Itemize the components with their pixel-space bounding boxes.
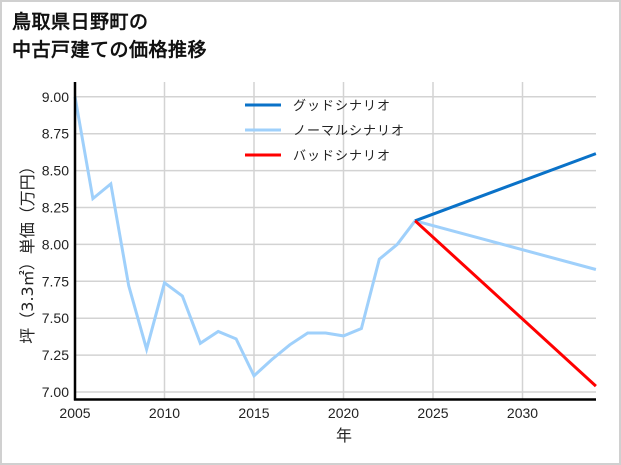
y-tick-label: 7.50 — [42, 310, 69, 326]
y-tick-label: 8.00 — [42, 236, 69, 252]
y-tick-label: 7.25 — [42, 347, 69, 363]
y-tick-label: 7.00 — [42, 384, 69, 400]
legend-label: グッドシナリオ — [293, 99, 391, 114]
y-tick-label: 8.50 — [42, 163, 69, 179]
tick-labels: 7.00 7.25 7.50 7.75 8.00 8.25 8.50 8.75 9.00 2005… — [42, 89, 539, 421]
x-tick-label: 2015 — [238, 405, 269, 421]
x-axis-label: 年 — [336, 426, 352, 445]
x-tick-label: 2020 — [328, 405, 359, 421]
series-line — [414, 219, 597, 388]
x-tick-label: 2030 — [507, 405, 538, 421]
axes — [73, 82, 596, 401]
chart-title-line-1: 鳥取県日野町の — [12, 11, 149, 33]
legend-label: ノーマルシナリオ — [293, 124, 405, 139]
y-axis-label: 坪（3.3㎡）単価（万円） — [18, 158, 37, 343]
series-line — [73, 96, 597, 379]
x-tick-label: 2005 — [59, 405, 90, 421]
chart-title: 鳥取県日野町の 中古戸建ての価格推移 — [12, 8, 207, 64]
chart-title-line-2: 中古戸建ての価格推移 — [12, 39, 208, 61]
data-series — [73, 96, 597, 388]
y-tick-label: 8.75 — [42, 126, 69, 142]
x-tick-label: 2025 — [417, 405, 448, 421]
x-tick-label: 2010 — [149, 405, 180, 421]
series-line — [414, 152, 597, 223]
y-tick-label: 9.00 — [42, 89, 69, 105]
y-tick-label: 8.25 — [42, 200, 69, 216]
y-tick-label: 7.75 — [42, 273, 69, 289]
legend-label: バッドシナリオ — [293, 149, 391, 164]
